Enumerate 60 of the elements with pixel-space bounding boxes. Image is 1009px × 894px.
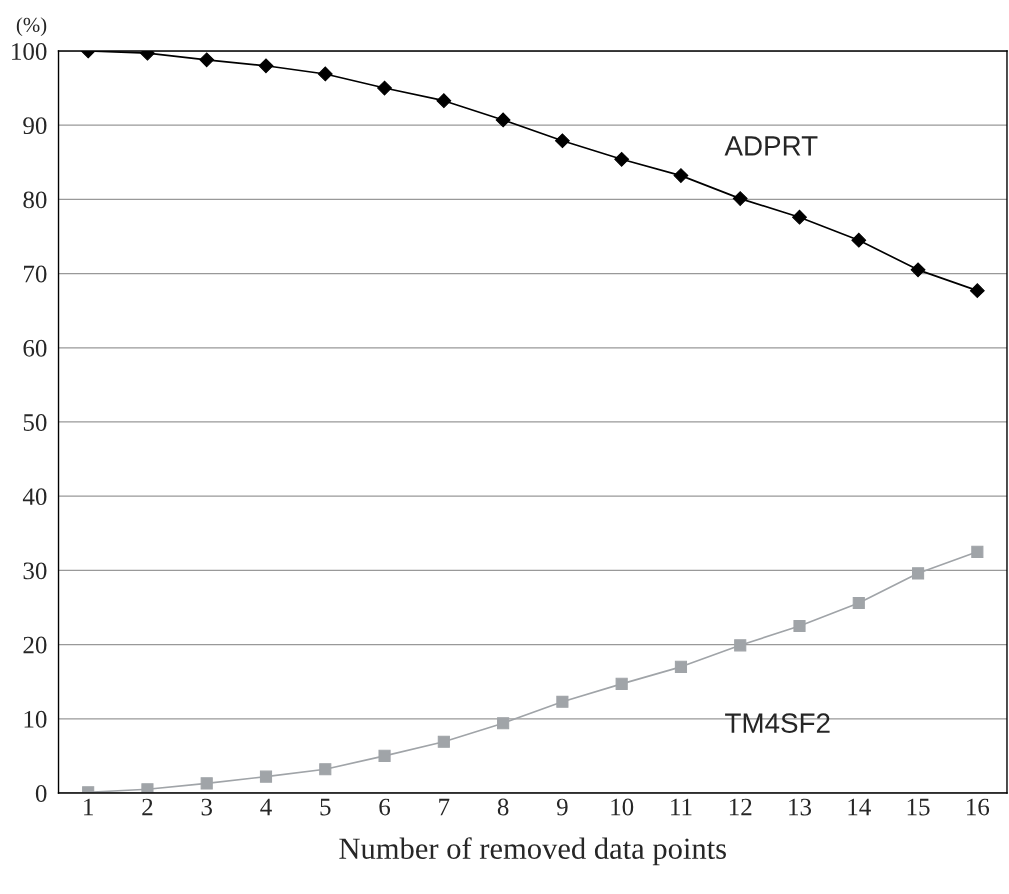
x-tick-label: 7: [439, 798, 450, 816]
x-tick-label: 4: [260, 798, 272, 816]
y-tick-label: 60: [23, 339, 47, 357]
point: [200, 777, 213, 790]
point: [258, 58, 274, 74]
y-tick-label: 40: [22, 488, 47, 506]
point: [614, 151, 630, 167]
point: [141, 783, 154, 793]
point: [615, 677, 628, 690]
point: [910, 262, 926, 278]
point: [969, 283, 985, 299]
x-tick-label: 5: [320, 798, 331, 816]
text: TM4SF2: [725, 713, 830, 733]
y-tick-label: 0: [35, 785, 47, 802]
y-axis-title: (%): [16, 17, 47, 37]
point: [732, 191, 748, 207]
point: [673, 168, 689, 184]
point: [436, 93, 452, 109]
point: [792, 209, 807, 225]
x-tick-label: 3: [201, 798, 212, 816]
x-tick-label: 12: [729, 798, 752, 816]
point: [259, 770, 273, 783]
point: [555, 133, 570, 149]
point: [199, 52, 215, 68]
point: [377, 80, 392, 96]
x-tick-label: 2: [142, 798, 153, 816]
point: [911, 567, 925, 580]
y-tick-label: 20: [23, 636, 47, 654]
x-tick-label: 10: [611, 798, 634, 816]
point: [851, 232, 867, 248]
x-tick-label: 15: [907, 798, 930, 816]
point: [852, 596, 865, 610]
y-tick-label: 50: [23, 414, 47, 431]
point: [495, 112, 511, 128]
x-tick-label: 13: [789, 798, 812, 816]
point: [674, 660, 688, 673]
x-tick-label: 9: [556, 798, 568, 816]
y-tick-label: 70: [24, 265, 47, 283]
point: [556, 695, 569, 708]
x-tick-label: 11: [671, 798, 692, 816]
point: [734, 639, 747, 652]
x-tick-label: 8: [497, 798, 509, 816]
y-tick-label: 90: [23, 117, 47, 135]
y-tick-label: 30: [23, 562, 47, 580]
x-axis-title: Number of removed data points: [339, 837, 726, 866]
point: [319, 763, 332, 776]
point: [497, 717, 510, 730]
x-tick-label: 14: [848, 798, 871, 816]
point: [793, 619, 806, 633]
y-tick-label: 80: [23, 191, 47, 209]
point: [971, 545, 984, 558]
point: [317, 66, 333, 82]
y-tick-label: 100: [12, 43, 47, 60]
y-tick-label: 10: [24, 710, 47, 728]
x-tick-label: 16: [967, 798, 990, 816]
series-label: ADPRT: [724, 136, 818, 156]
x-tick-label: 1: [84, 798, 93, 816]
x-tick-label: 6: [379, 798, 391, 816]
point: [378, 749, 391, 762]
point: [437, 735, 450, 748]
